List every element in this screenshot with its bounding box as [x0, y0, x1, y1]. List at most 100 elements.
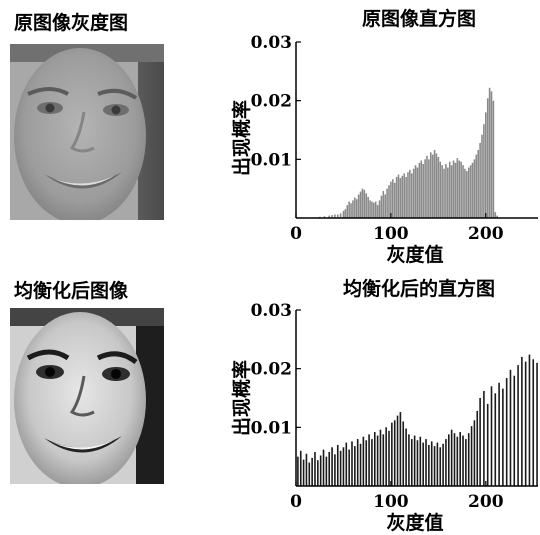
original-histogram-bar [490, 91, 493, 218]
original-histogram-x-ticks: 0 100 200 [290, 213, 504, 244]
equalized-histogram-bar [532, 359, 535, 486]
original-histogram-bar [494, 212, 497, 218]
original-histogram-bar [378, 200, 381, 218]
equalized-histogram-bar [453, 433, 456, 486]
equalized-histogram-bar [419, 436, 422, 486]
original-histogram-bar [481, 134, 483, 218]
equalized-histogram-bar [422, 442, 424, 486]
original-histogram-bar [458, 160, 461, 218]
equalized-histogram-bar [524, 361, 527, 486]
equalized-histogram-bar [509, 369, 512, 486]
equalized-face-drawing [10, 308, 164, 484]
original-histogram-bar [367, 196, 369, 218]
original-histogram-x-label: 灰度值 [386, 243, 443, 266]
original-histogram-bar [477, 149, 480, 218]
equalized-histogram-bar [442, 443, 444, 486]
original-histogram-bar [475, 154, 478, 218]
equalized-histogram-bar [528, 354, 531, 486]
original-histogram-bar [460, 161, 462, 218]
original-histogram-bar [424, 159, 426, 218]
equalized-image-title: 均衡化后图像 [14, 280, 129, 302]
equalized-histogram-bar [359, 443, 362, 486]
equalized-histogram-bar [351, 441, 353, 486]
original-histogram-bar [371, 201, 373, 218]
equalized-histogram-bar [356, 439, 359, 486]
equalized-histogram-bar [399, 412, 402, 486]
original-histogram-bar [420, 160, 423, 218]
original-histogram-bar [429, 152, 432, 218]
equalized-histogram-bar [305, 453, 308, 486]
original-histogram-bar [456, 158, 459, 218]
original-histogram-x-tick-label: 100 [373, 224, 409, 244]
equalized-histogram-bar [447, 434, 450, 486]
original-face-image [10, 44, 164, 220]
original-histogram-bar [448, 161, 451, 218]
original-histogram-title: 原图像直方图 [362, 7, 476, 30]
equalized-histogram-bar [382, 434, 385, 486]
equalized-histogram-bar [402, 421, 405, 486]
equalized-histogram-bar [405, 428, 407, 486]
original-histogram-y-tick-label: 0.03 [251, 33, 292, 53]
equalized-histogram-bar [328, 451, 331, 486]
original-histogram-y-label: 出现概率 [230, 100, 253, 176]
original-histogram-bar [384, 194, 387, 218]
equalized-histogram-bar [336, 444, 339, 486]
equalized-histogram-bar [467, 433, 470, 486]
equalized-histogram-bar [348, 449, 350, 486]
original-histogram-bar [331, 215, 333, 218]
original-histogram-bar [388, 185, 390, 218]
original-histogram-bar [323, 216, 326, 218]
equalized-histogram-bar [536, 362, 538, 486]
original-histogram-bar [441, 165, 443, 218]
original-histogram-bar [401, 175, 404, 218]
equalized-histogram-bar [408, 434, 410, 486]
original-histogram-bar [339, 213, 342, 218]
equalized-histogram-bar [521, 356, 523, 486]
original-histogram-bar [445, 164, 447, 218]
original-histogram-bar [344, 209, 347, 218]
original-histogram-bar [365, 193, 368, 218]
original-histogram-bar [496, 215, 498, 218]
original-histogram-bar [348, 201, 350, 218]
original-histogram-bar [380, 195, 383, 218]
original-histogram-bar [486, 98, 489, 218]
equalized-face-image [10, 308, 164, 484]
equalized-histogram-bar [465, 439, 467, 486]
equalized-histogram-bar [299, 450, 302, 486]
equalized-histogram-bar [379, 429, 382, 486]
equalized-histogram-bar [362, 436, 365, 486]
equalized-histogram-bar [297, 456, 299, 486]
equalized-histogram-bar [388, 430, 390, 486]
equalized-histogram-bar [428, 444, 430, 486]
original-histogram-bar [414, 165, 417, 218]
equalized-histogram-y-ticks: 0.01 0.02 0.03 [251, 301, 301, 438]
original-histogram-bar [409, 169, 411, 218]
equalized-histogram-bar [371, 439, 373, 486]
original-histogram-bar [328, 215, 331, 218]
equalized-histogram-bar [308, 462, 311, 486]
original-histogram-y-tick-label: 0.02 [251, 92, 292, 112]
original-histogram-bar [462, 165, 464, 218]
original-histogram-bar [439, 161, 442, 218]
original-histogram-bar [336, 214, 339, 218]
equalized-histogram-bar [502, 388, 504, 486]
original-histogram-x-tick-label: 0 [290, 224, 302, 244]
equalized-histogram-bar [413, 435, 416, 486]
original-histogram-bar [407, 172, 409, 218]
original-histogram-y-ticks: 0.01 0.02 0.03 [251, 33, 301, 170]
original-histogram-bar [473, 159, 476, 218]
equalized-histogram-x-ticks: 0 100 200 [290, 481, 504, 512]
equalized-histogram-bar [462, 435, 464, 486]
original-histogram-bar [492, 100, 495, 218]
equalized-histogram-bar [456, 436, 459, 486]
original-histogram-bar [397, 174, 400, 218]
equalized-histogram-bar [479, 398, 481, 486]
original-histogram-bar [403, 173, 405, 218]
original-histogram-bar [373, 202, 375, 218]
equalized-histogram-bar [513, 375, 516, 486]
equalized-histogram-bar [376, 435, 379, 486]
original-histogram-bar [435, 153, 438, 218]
equalized-histogram-bar [365, 440, 368, 486]
original-histogram-bar [393, 182, 396, 218]
original-histogram-bar [392, 179, 394, 218]
